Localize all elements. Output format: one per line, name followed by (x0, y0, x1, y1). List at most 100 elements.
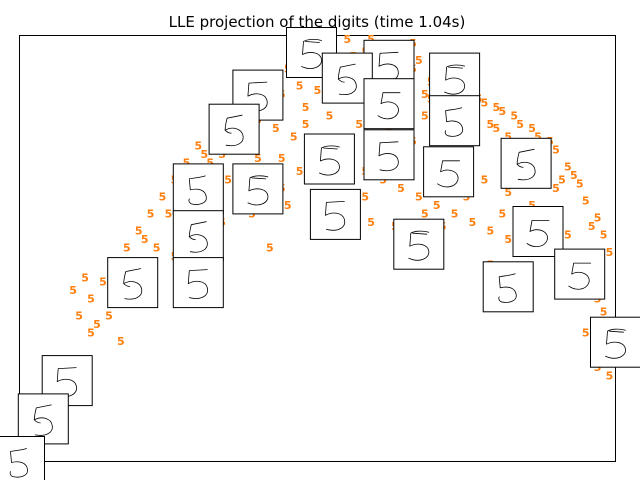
data-point-label: 5 (266, 242, 274, 255)
data-point-label: 5 (606, 369, 614, 382)
data-point-label: 5 (504, 186, 512, 199)
thumbnail-frame (423, 146, 475, 198)
data-point-label: 5 (486, 225, 494, 238)
data-point-label: 5 (528, 122, 536, 135)
data-point-label: 5 (361, 190, 369, 203)
digit-thumbnail (393, 218, 445, 270)
handwritten-digit-five (187, 269, 208, 299)
data-point-label: 5 (194, 139, 202, 152)
data-point-label: 5 (451, 207, 459, 220)
handwritten-digit-five (324, 200, 346, 231)
data-point-label: 5 (582, 195, 590, 208)
thumbnail-frame (208, 103, 260, 155)
handwritten-digit-five (318, 145, 340, 176)
data-point-label: 5 (105, 310, 113, 323)
thumbnail-frame (512, 206, 564, 257)
data-point-label: 5 (284, 199, 292, 212)
data-point-label: 5 (552, 182, 560, 195)
thumbnail-frame (363, 129, 415, 181)
data-point-label: 5 (421, 207, 429, 220)
thumbnail-frame (172, 210, 224, 262)
data-point-label: 5 (343, 33, 351, 46)
thumbnail-frame (554, 248, 606, 300)
digit-thumbnail (172, 210, 224, 262)
handwritten-digit-five (33, 404, 53, 436)
data-point-label: 5 (600, 229, 608, 242)
digit-thumbnail (429, 52, 481, 104)
data-point-label: 5 (528, 199, 536, 212)
data-point-label: 5 (123, 242, 131, 255)
handwritten-digit-five (516, 148, 536, 181)
thumbnail-frame (500, 137, 552, 189)
digit-thumbnail (0, 436, 45, 480)
digit-thumbnail (172, 257, 224, 309)
data-point-label: 5 (367, 216, 375, 229)
data-point-label: 5 (93, 318, 101, 331)
data-point-label: 5 (397, 182, 405, 195)
handwritten-digit-five (437, 160, 461, 188)
data-point-label: 5 (504, 233, 512, 246)
data-point-label: 5 (564, 229, 572, 242)
handwritten-digit-five (247, 175, 269, 206)
thumbnail-frame (172, 257, 224, 309)
digit-thumbnail (17, 393, 69, 445)
digit-thumbnail (172, 163, 224, 215)
data-point-label: 5 (75, 310, 83, 323)
data-point-label: 5 (564, 161, 572, 174)
data-point-label: 5 (135, 225, 143, 238)
data-point-label: 5 (415, 190, 423, 203)
data-point-label: 5 (200, 148, 208, 161)
thumbnail-frame (482, 261, 534, 313)
digit-thumbnails (0, 27, 640, 480)
handwritten-digit-five (444, 64, 466, 95)
digit-thumbnail (232, 163, 284, 215)
data-point-label: 5 (498, 207, 506, 220)
data-point-label: 5 (588, 220, 596, 233)
data-point-label: 5 (576, 178, 584, 191)
handwritten-digit-five (498, 273, 517, 303)
data-point-label: 5 (510, 109, 518, 122)
data-point-label: 5 (254, 152, 262, 165)
data-point-label: 5 (326, 109, 334, 122)
data-point-label: 5 (492, 122, 500, 135)
data-point-label: 5 (492, 101, 500, 114)
data-point-label: 5 (159, 190, 167, 203)
data-point-label: 5 (570, 169, 578, 182)
handwritten-digit-five (408, 230, 430, 261)
data-point-label: 5 (367, 33, 375, 46)
thumbnail-frame (0, 436, 45, 480)
data-point-label: 5 (296, 80, 304, 93)
data-point-label: 5 (87, 327, 95, 340)
thumbnail-frame (172, 163, 224, 215)
digit-thumbnail (500, 137, 552, 189)
digit-thumbnail (107, 257, 159, 309)
data-point-label: 5 (141, 233, 149, 246)
data-point-label: 5 (355, 118, 363, 131)
data-point-label: 5 (87, 293, 95, 306)
handwritten-digit-five (224, 114, 244, 147)
data-point-label: 5 (165, 207, 173, 220)
data-point-label: 5 (504, 131, 512, 144)
data-point-label: 5 (153, 242, 161, 255)
data-point-label: 5 (421, 88, 429, 101)
handwritten-digit-five (605, 328, 626, 359)
digit-thumbnail (303, 133, 355, 185)
handwritten-digit-five (9, 448, 28, 478)
handwritten-digit-five (301, 39, 322, 69)
digit-thumbnail (482, 261, 534, 313)
thumbnail-frame (363, 78, 415, 130)
thumbnail-frame (309, 188, 361, 240)
data-point-label: 5 (272, 122, 280, 135)
data-point-label: 5 (69, 284, 77, 297)
data-point-label: 5 (296, 165, 304, 178)
data-point-label: 5 (421, 109, 429, 122)
data-point-label: 5 (486, 118, 494, 131)
data-point-label: 5 (415, 54, 423, 67)
data-point-label: 5 (183, 156, 191, 169)
data-point-label: 5 (606, 246, 614, 259)
thumbnail-frame (107, 257, 159, 309)
handwritten-digit-five (444, 107, 464, 137)
digit-thumbnail (423, 146, 475, 198)
data-point-label: 5 (600, 305, 608, 318)
